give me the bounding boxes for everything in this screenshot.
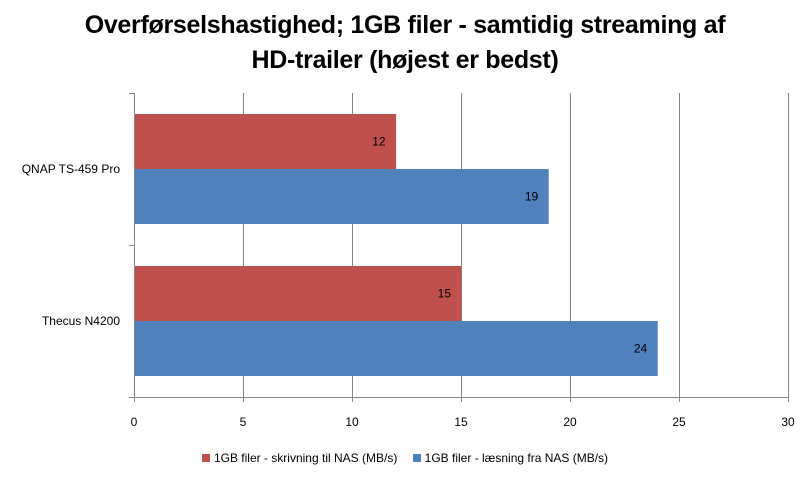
chart-title-line-1: Overførselshastighed; 1GB filer - samtid…: [84, 11, 726, 39]
x-tick-label-20: 20: [563, 415, 577, 429]
bar-s1-c1: [134, 321, 658, 376]
legend: 1GB filer - skrivning til NAS (MB/s) 1GB…: [0, 451, 810, 465]
legend-swatch-write: [201, 454, 210, 462]
legend-label-read: 1GB filer - læsning fra NAS (MB/s): [424, 451, 609, 465]
bar-s1-c0: [134, 169, 549, 224]
chart-title-line-2: HD-trailer (højest er bedst): [251, 46, 559, 74]
x-tick-label-5: 5: [240, 415, 247, 429]
labels: 0 5 10 15 20 25 30 QNAP TS-459 Pro 12 19 Thecus N4…: [22, 135, 795, 430]
legend-item-read: 1GB filer - læsning fra NAS (MB/s): [412, 451, 609, 465]
legend-item-write: 1GB filer - skrivning til NAS (MB/s): [201, 451, 398, 465]
data-label-s0-c1: 15: [438, 287, 452, 301]
legend-swatch-read: [412, 454, 421, 462]
data-label-s1-c1: 24: [634, 342, 648, 356]
data-label-s1-c0: 19: [525, 190, 539, 204]
bars: [134, 114, 658, 376]
category-label-1: Thecus N4200: [42, 314, 120, 328]
bar-s0-c0: [134, 114, 397, 169]
chart-title: Overførselshastighed; 1GB filer - samtid…: [0, 8, 810, 78]
x-tick-label-30: 30: [781, 415, 795, 429]
legend-label-write: 1GB filer - skrivning til NAS (MB/s): [213, 451, 398, 465]
x-tick-label-15: 15: [454, 415, 468, 429]
x-tick-label-10: 10: [345, 415, 359, 429]
x-tick-label-25: 25: [672, 415, 686, 429]
bar-s0-c1: [134, 266, 462, 321]
category-label-0: QNAP TS-459 Pro: [22, 162, 121, 176]
x-tick-label-0: 0: [131, 415, 138, 429]
data-label-s0-c0: 12: [372, 135, 386, 149]
axes: [129, 93, 789, 402]
